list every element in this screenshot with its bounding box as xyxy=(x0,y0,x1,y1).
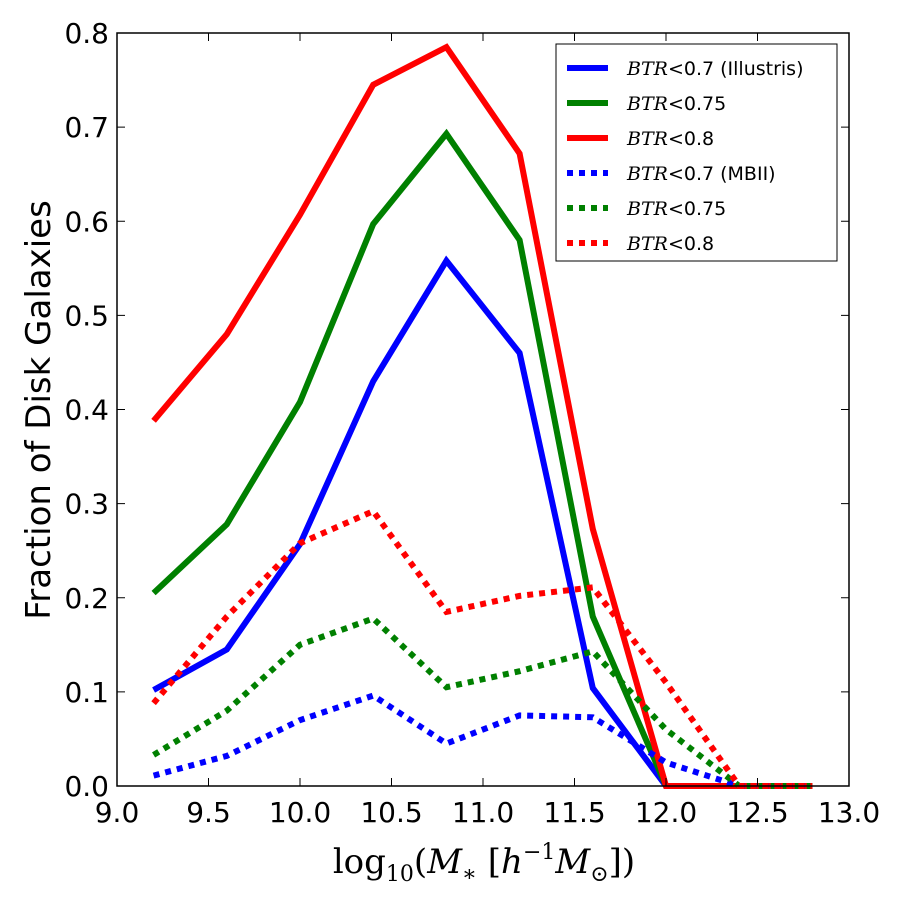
legend-items: BTR<0.7 (Illustris) BTR<0.75 BTR<0.8 BTR<0.… xyxy=(567,58,804,255)
x-tick-label: 12.0 xyxy=(635,796,697,829)
x-axis-label: log10(M∗ [h−1M⊙]) xyxy=(333,840,635,887)
series-line-5 xyxy=(152,615,813,789)
x-label-close: ]) xyxy=(609,842,636,882)
x-label-log-sub: 10 xyxy=(386,862,414,887)
x-tick-label: 10.0 xyxy=(269,796,331,829)
x-tick-label: 9.5 xyxy=(186,796,231,829)
x-tick-label: 10.5 xyxy=(360,796,422,829)
y-tick-label: 0.1 xyxy=(64,676,109,709)
x-label-msun-sub: ⊙ xyxy=(590,862,608,887)
x-label-h: h xyxy=(501,842,523,882)
x-label-msun: M xyxy=(554,842,591,882)
x-label-mass-sub: ∗ xyxy=(462,862,477,887)
legend-label-5: BTR<0.75 xyxy=(626,198,726,220)
x-tick-label: 12.5 xyxy=(726,796,788,829)
y-tick-label: 0.5 xyxy=(64,299,109,332)
x-tick-label: 11.5 xyxy=(543,796,605,829)
x-tick-label: 13.0 xyxy=(818,796,880,829)
y-tick-label: 0.6 xyxy=(64,205,109,238)
y-tick-label: 0.3 xyxy=(64,488,109,521)
x-label-h-sup: −1 xyxy=(523,840,555,865)
x-label-mass: M xyxy=(426,842,463,882)
legend: BTR<0.7 (Illustris) BTR<0.75 BTR<0.8 BTR<0.… xyxy=(555,43,838,262)
legend-label-3: BTR<0.8 xyxy=(626,128,714,150)
x-tick-label: 9.0 xyxy=(95,796,140,829)
x-tick-label: 11.0 xyxy=(452,796,514,829)
x-label-open: ( xyxy=(414,842,427,882)
legend-label-4: BTR<0.7 (MBII) xyxy=(626,163,776,185)
y-tick-label: 0.2 xyxy=(64,582,109,615)
y-tick-label: 0.8 xyxy=(64,17,109,50)
y-tick-label: 0.4 xyxy=(64,394,109,427)
x-label-log: log xyxy=(333,842,386,882)
y-tick-label: 0.0 xyxy=(64,770,109,803)
ticks-layer: 9.0 9.5 10.0 10.5 11.0 11.5 12.0 12.5 13.0 0.0 0.1… xyxy=(64,17,880,829)
legend-label-1: BTR<0.7 (Illustris) xyxy=(626,58,804,80)
series-line-4 xyxy=(152,692,813,789)
legend-label-6: BTR<0.8 xyxy=(626,233,714,255)
y-tick-label: 0.7 xyxy=(64,111,109,144)
legend-box xyxy=(555,43,838,262)
series-line-6 xyxy=(151,507,813,789)
legend-label-2: BTR<0.75 xyxy=(626,93,726,115)
y-axis-label: Fraction of Disk Galaxies xyxy=(19,200,59,620)
series-line-1 xyxy=(152,255,813,789)
x-label-bracket-open: [ xyxy=(477,842,501,882)
